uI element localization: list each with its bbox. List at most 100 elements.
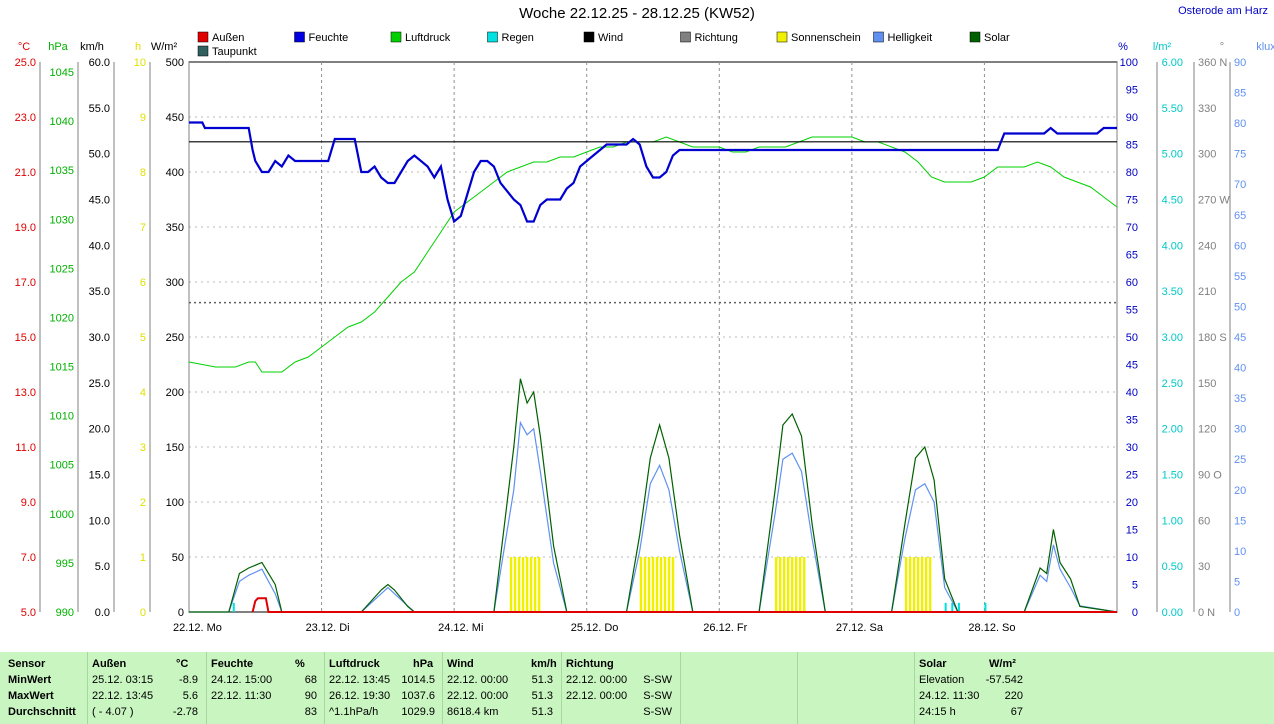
rain-bar: [984, 602, 987, 612]
sunshine-bar: [537, 557, 541, 612]
sunshine-bar: [655, 557, 659, 612]
humidity-tick: 45: [1126, 360, 1138, 372]
temp-unit: °C: [18, 41, 30, 53]
legend-label: Außen: [212, 32, 244, 44]
humidity-tick: 50: [1126, 332, 1138, 344]
sunshine-bar: [774, 557, 778, 612]
direction-tick: 150: [1198, 378, 1216, 390]
group-header: Wind: [447, 658, 474, 670]
humidity-tick: 10: [1126, 552, 1138, 564]
humidity-tick: 5: [1132, 580, 1138, 592]
wind-tick: 45.0: [89, 195, 110, 207]
table-cell: 24.12. 15:00: [211, 674, 273, 686]
sun-unit: h: [135, 41, 141, 53]
row-label: Sensor: [8, 658, 46, 670]
legend-swatch: [969, 31, 981, 43]
humidity-tick: 40: [1126, 387, 1138, 399]
rain-tick: 3.50: [1162, 286, 1183, 298]
sun-tick: 1: [140, 552, 146, 564]
table-cell: 22.12. 11:30: [211, 690, 272, 702]
group-unit: hPa: [413, 658, 434, 670]
solar-tick: 150: [166, 442, 184, 454]
temp-tick: 15.0: [15, 332, 36, 344]
lux-tick: 50: [1234, 301, 1246, 313]
table-cell: 24:15 h: [919, 706, 956, 718]
sun-tick: 7: [140, 222, 146, 234]
pressure-tick: 1010: [50, 411, 74, 423]
humidity-tick: 55: [1126, 305, 1138, 317]
solar-tick: 0: [178, 607, 184, 619]
sun-tick: 5: [140, 332, 146, 344]
table-cell: 22.12. 00:00: [447, 690, 509, 702]
rain-tick: 0.00: [1162, 607, 1183, 619]
direction-tick: 0 N: [1198, 607, 1215, 619]
sunshine-bar: [920, 557, 924, 612]
feuchte-line: [189, 121, 1117, 224]
sunshine-bar: [663, 557, 667, 612]
pressure-tick: 1045: [50, 67, 74, 79]
sunshine-bar: [802, 557, 806, 612]
solar-tick: 500: [166, 57, 184, 69]
solar-line: [189, 378, 1118, 613]
humidity-tick: 70: [1126, 222, 1138, 234]
humidity-tick: 100: [1120, 57, 1138, 69]
row-label: MinWert: [8, 674, 52, 686]
sunshine-bar: [908, 557, 912, 612]
table-cell: 22.12. 13:45: [329, 674, 391, 686]
wind-unit: km/h: [80, 41, 104, 53]
sunshine-bar: [517, 557, 521, 612]
sunshine-bar: [513, 557, 517, 612]
sunshine-bar: [671, 557, 675, 612]
sun-tick: 9: [140, 112, 146, 124]
location-label: Osterode am Harz: [1178, 5, 1268, 17]
rain-tick: 1.00: [1162, 515, 1183, 527]
sunshine-bar: [916, 557, 920, 612]
table-cell: S-SW: [643, 690, 672, 702]
x-tick-label: 25.12. Do: [571, 622, 619, 634]
sunshine-bar: [798, 557, 802, 612]
lux-tick: 75: [1234, 149, 1246, 161]
table-cell: 22.12. 00:00: [566, 674, 628, 686]
table-divider: [324, 652, 325, 724]
humidity-tick: 15: [1126, 525, 1138, 537]
wind-tick: 20.0: [89, 424, 110, 436]
group-header: Solar: [919, 658, 947, 670]
sunshine-bar: [786, 557, 790, 612]
lux-tick: 25: [1234, 454, 1246, 466]
chart-title: Woche 22.12.25 - 28.12.25 (KW52): [519, 5, 755, 22]
table-cell: -2.78: [172, 706, 198, 718]
legend-label: Sonnenschein: [791, 32, 861, 44]
sunshine-bar: [521, 557, 525, 612]
x-tick-label: 24.12. Mi: [438, 622, 483, 634]
sunshine-bar: [778, 557, 782, 612]
aussen-line: [251, 597, 1117, 613]
legend-swatch: [873, 31, 884, 43]
group-unit: W/m²: [989, 658, 1016, 670]
pressure-tick: 1015: [50, 362, 74, 374]
humidity-tick: 65: [1126, 250, 1138, 262]
humidity-tick: 85: [1126, 140, 1138, 152]
direction-tick: 180 S: [1198, 332, 1227, 344]
table-cell: 25.12. 03:15: [92, 674, 154, 686]
rain-tick: 0.50: [1162, 561, 1183, 573]
wind-tick: 40.0: [89, 240, 110, 252]
group-header: Feuchte: [211, 658, 254, 670]
table-cell: 83: [304, 706, 317, 718]
sunshine-bar: [912, 557, 916, 612]
group-header: Luftdruck: [329, 658, 380, 670]
wind-tick: 5.0: [95, 561, 110, 573]
table-cell: 68: [304, 674, 317, 686]
humidity-unit: %: [1118, 41, 1128, 53]
rain-bar: [944, 602, 947, 612]
table-cell: 51.3: [531, 674, 553, 686]
legend-swatch: [294, 31, 305, 43]
table-cell: 51.3: [531, 706, 553, 718]
direction-unit: °: [1220, 41, 1224, 53]
lux-tick: 40: [1234, 363, 1246, 375]
table-cell: -8.9: [179, 674, 198, 686]
temp-tick: 17.0: [15, 277, 36, 289]
lux-tick: 10: [1234, 546, 1246, 558]
humidity-tick: 25: [1126, 470, 1138, 482]
lux-tick: 90: [1234, 57, 1246, 69]
table-cell: 22.12. 00:00: [447, 674, 509, 686]
